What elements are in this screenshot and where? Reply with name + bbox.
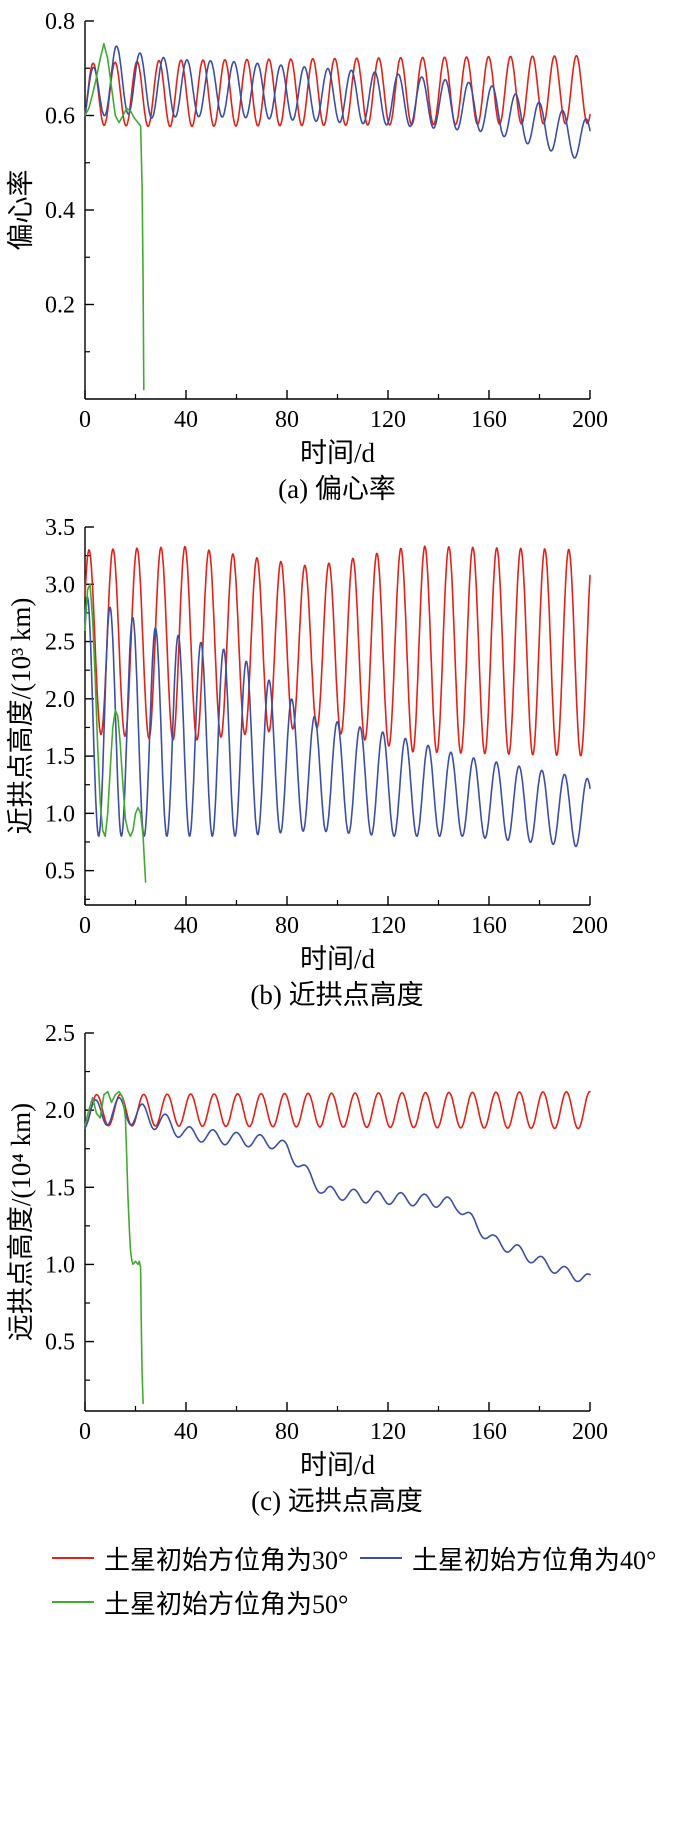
svg-text:160: 160 [471, 1419, 507, 1445]
svg-text:160: 160 [471, 913, 507, 939]
svg-text:0: 0 [79, 1419, 91, 1445]
svg-text:0: 0 [79, 407, 91, 433]
svg-text:200: 200 [572, 407, 608, 433]
svg-text:远拱点高度/(10⁴ km): 远拱点高度/(10⁴ km) [6, 1103, 36, 1341]
legend-item-50deg: 土星初始方位角为50° [52, 1584, 360, 1621]
legend-row-1: 土星初始方位角为30° 土星初始方位角为40° [52, 1536, 700, 1580]
svg-text:0.8: 0.8 [45, 9, 75, 35]
caption-periapsis: (b) 近拱点高度 [250, 980, 424, 1010]
periapsis-altitude-chart: 0 40 80 120 160 200 0.5 1.0 1.5 2.0 2.5 3.0 3.5 时间/d 近… [6, 515, 608, 974]
legend-line-blue-icon [360, 1557, 402, 1559]
svg-text:200: 200 [572, 913, 608, 939]
legend-row-2: 土星初始方位角为50° [52, 1580, 700, 1624]
legend-label-40deg: 土星初始方位角为40° [412, 1545, 657, 1575]
svg-text:200: 200 [572, 1419, 608, 1445]
caption-eccentricity: (a) 偏心率 [278, 474, 396, 504]
legend: 土星初始方位角为30° 土星初始方位角为40° 土星初始方位角为50° [52, 1536, 700, 1624]
svg-text:2.0: 2.0 [45, 687, 75, 713]
svg-text:40: 40 [174, 407, 198, 433]
svg-text:0.6: 0.6 [45, 104, 75, 130]
svg-text:120: 120 [370, 913, 406, 939]
svg-text:0.2: 0.2 [45, 293, 75, 319]
caption-apoapsis: (c) 远拱点高度 [251, 1486, 423, 1516]
svg-text:3.5: 3.5 [45, 515, 75, 541]
chart-block-apoapsis: 0 40 80 120 160 200 0.5 1.0 1.5 2.0 2.5 时间/d 远拱点高度/(… [0, 1018, 700, 1518]
svg-text:1.0: 1.0 [45, 801, 75, 827]
svg-text:1.5: 1.5 [45, 744, 75, 770]
svg-text:3.0: 3.0 [45, 572, 75, 598]
svg-text:1.5: 1.5 [45, 1175, 75, 1201]
svg-text:2.5: 2.5 [45, 1021, 75, 1047]
svg-text:120: 120 [370, 407, 406, 433]
svg-text:120: 120 [370, 1419, 406, 1445]
legend-label-30deg: 土星初始方位角为30° [104, 1545, 349, 1575]
svg-text:时间/d: 时间/d [300, 944, 376, 974]
legend-line-red-icon [52, 1557, 94, 1559]
legend-line-green-icon [52, 1601, 94, 1603]
svg-text:近拱点高度/(10³ km): 近拱点高度/(10³ km) [6, 598, 36, 835]
svg-text:偏心率: 偏心率 [6, 170, 36, 251]
svg-text:40: 40 [174, 1419, 198, 1445]
svg-text:80: 80 [275, 913, 299, 939]
svg-text:80: 80 [275, 407, 299, 433]
legend-item-40deg: 土星初始方位角为40° [360, 1540, 668, 1577]
svg-text:2.0: 2.0 [45, 1098, 75, 1124]
svg-text:0.5: 0.5 [45, 859, 75, 885]
svg-text:1.0: 1.0 [45, 1252, 75, 1278]
svg-text:160: 160 [471, 407, 507, 433]
chart-block-periapsis: 0 40 80 120 160 200 0.5 1.0 1.5 2.0 2.5 3.0 3.5 时间/d 近… [0, 512, 700, 1012]
apoapsis-altitude-chart: 0 40 80 120 160 200 0.5 1.0 1.5 2.0 2.5 时间/d 远拱点高度/(… [6, 1021, 608, 1480]
svg-text:40: 40 [174, 913, 198, 939]
svg-text:2.5: 2.5 [45, 630, 75, 656]
svg-text:0.4: 0.4 [45, 198, 75, 224]
legend-label-50deg: 土星初始方位角为50° [104, 1589, 349, 1619]
eccentricity-chart: 0 40 80 120 160 200 0.2 0.4 0.6 0.8 时间/d 偏心率 [6, 9, 608, 468]
svg-text:0.5: 0.5 [45, 1330, 75, 1356]
svg-text:0: 0 [79, 913, 91, 939]
svg-text:80: 80 [275, 1419, 299, 1445]
figure-root: 0 40 80 120 160 200 0.2 0.4 0.6 0.8 时间/d 偏心率 (a) 偏心… [0, 6, 700, 1624]
svg-text:时间/d: 时间/d [300, 1450, 376, 1480]
svg-text:时间/d: 时间/d [300, 438, 376, 468]
chart-block-eccentricity: 0 40 80 120 160 200 0.2 0.4 0.6 0.8 时间/d 偏心率 (a) 偏心… [0, 6, 700, 506]
legend-item-30deg: 土星初始方位角为30° [52, 1540, 360, 1577]
